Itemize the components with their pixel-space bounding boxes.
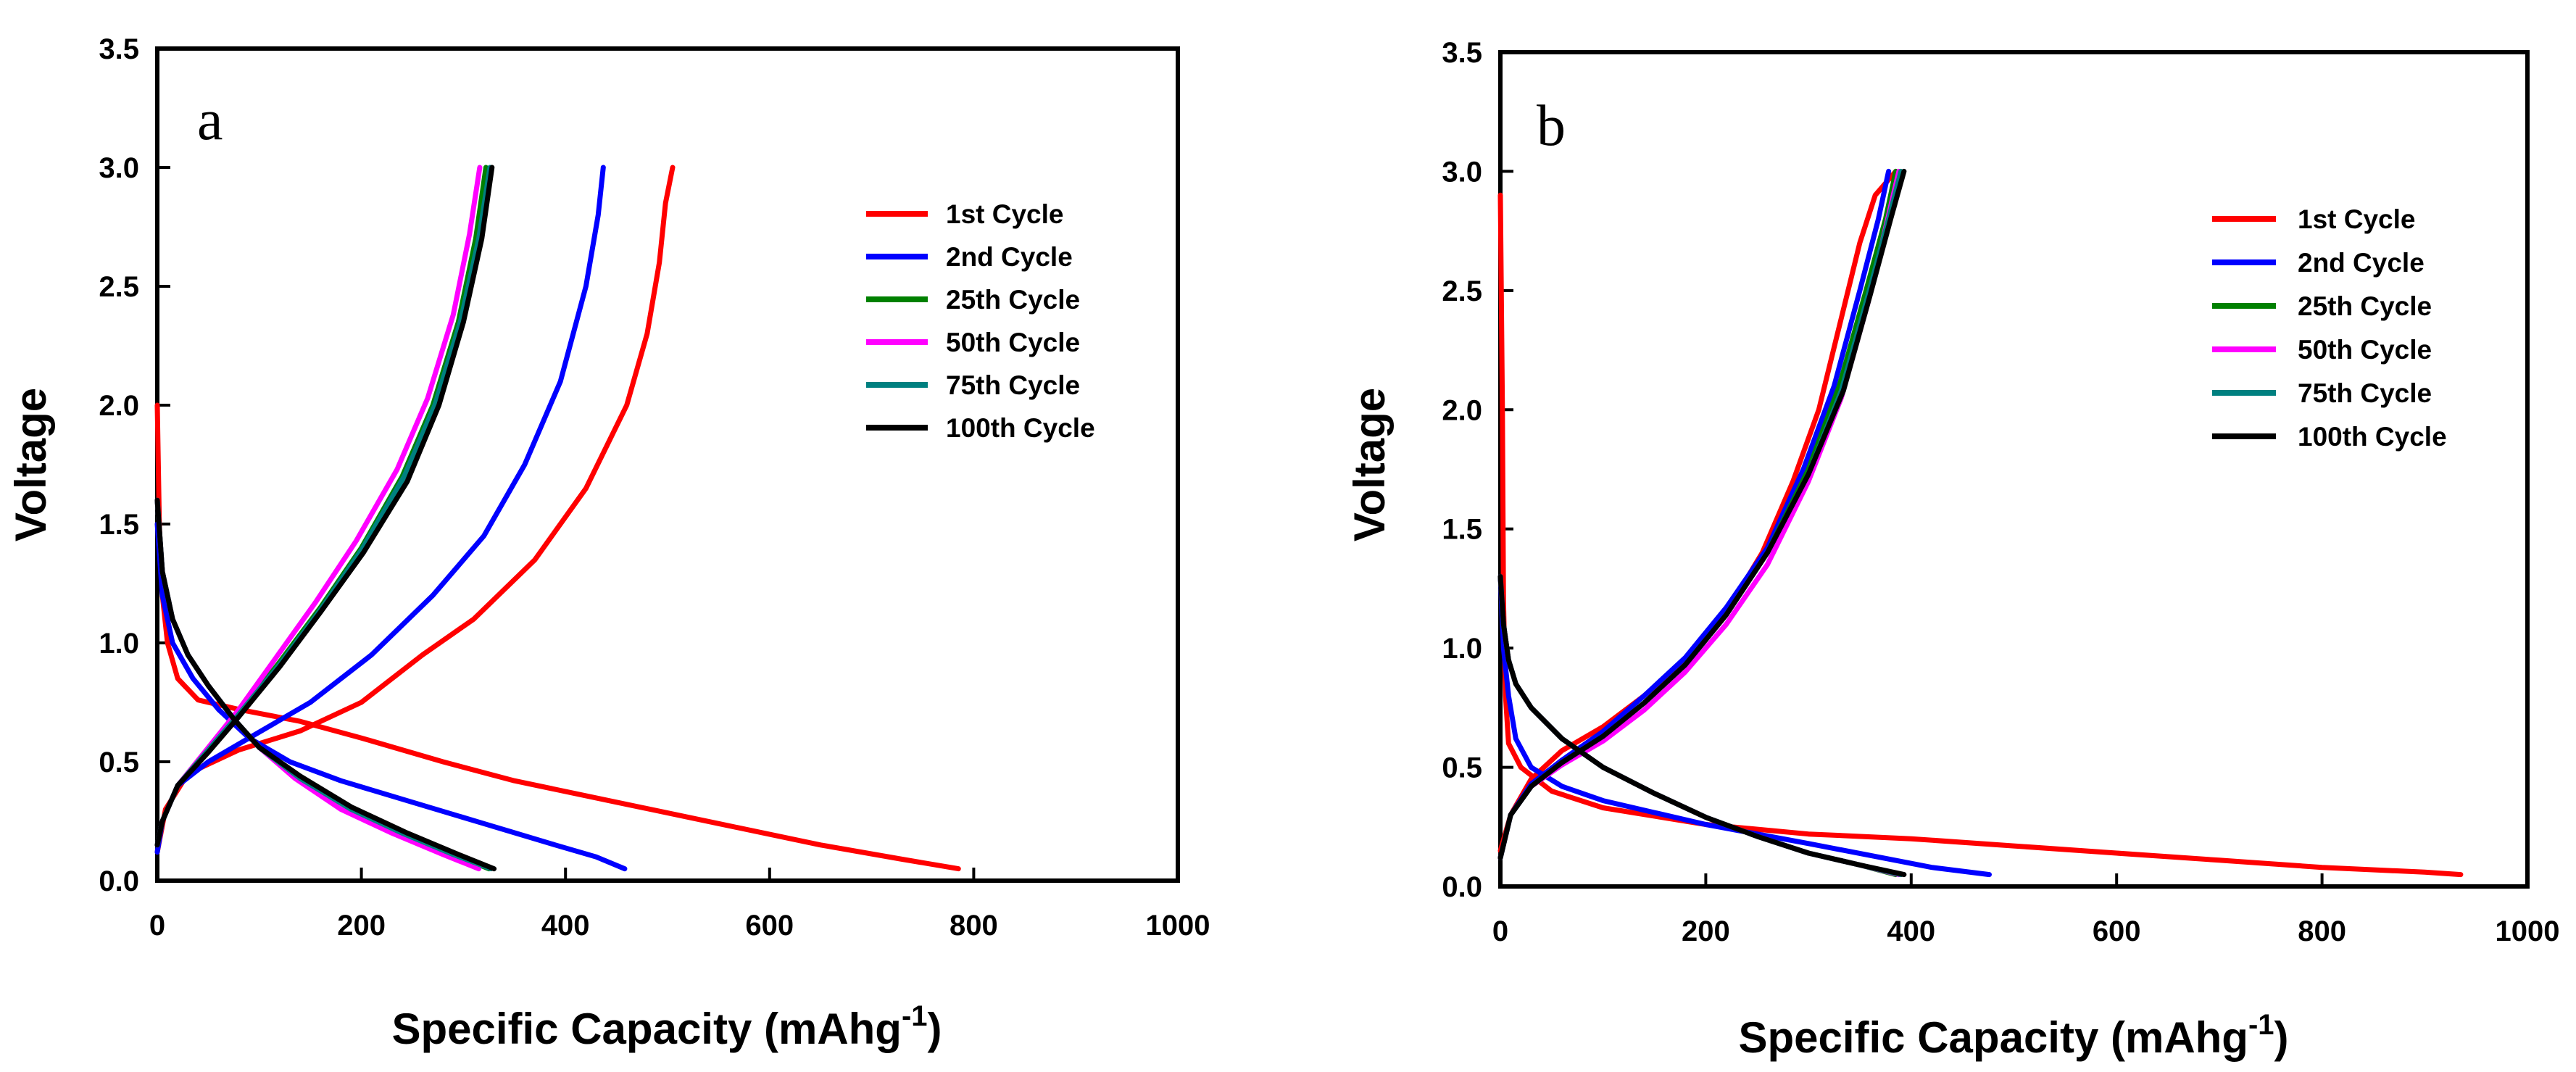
legend-label: 75th Cycle — [946, 370, 1080, 400]
legend-label: 50th Cycle — [2298, 335, 2432, 365]
x-tick-label: 200 — [1682, 915, 1730, 947]
x-tick-label: 1000 — [1146, 910, 1210, 942]
series-line-100th-cycle-discharge — [154, 497, 497, 872]
y-tick-label: 0.0 — [99, 865, 139, 897]
plot-lines — [1497, 168, 2464, 878]
series-line-25th-cycle-discharge — [1497, 574, 1898, 878]
x-axis-ticks: 0 200 400 600 800 1000 — [1492, 873, 2560, 947]
chart-panel-b: 0.0 0.5 1.0 1.5 2.0 2.5 3.0 3.5 0 200 400 600 800 10… — [1345, 37, 2559, 1062]
series-line-2nd-cycle-discharge — [1497, 574, 1992, 878]
legend-label: 25th Cycle — [946, 285, 1080, 315]
y-tick-label: 2.0 — [1442, 394, 1482, 426]
y-tick-label: 3.5 — [1442, 37, 1482, 69]
x-tick-label: 400 — [1887, 915, 1935, 947]
y-tick-label: 3.0 — [99, 152, 139, 184]
series-line-50th-cycle-discharge — [1497, 574, 1902, 878]
legend: 1st Cycle 2nd Cycle 25th Cycle 50th Cycle 75… — [866, 199, 1095, 443]
y-tick-label: 1.5 — [99, 509, 139, 541]
series-line-1st-cycle-discharge — [154, 402, 961, 872]
legend-label: 100th Cycle — [2298, 422, 2447, 452]
legend-label: 2nd Cycle — [2298, 248, 2425, 278]
x-axis-title: Specific Capacity (mAhg-1) — [1738, 1009, 2288, 1062]
x-axis-ticks: 0 200 400 600 800 1000 — [149, 868, 1210, 942]
series-line-25th-cycle-charge — [154, 165, 489, 848]
panel-label: b — [1537, 94, 1566, 158]
y-axis-ticks: 0.0 0.5 1.0 1.5 2.0 2.5 3.0 3.5 — [1442, 37, 1513, 903]
legend: 1st Cycle 2nd Cycle 25th Cycle 50th Cycle 75… — [2212, 204, 2447, 452]
legend-label: 50th Cycle — [946, 328, 1080, 357]
panel-label: a — [197, 88, 223, 152]
y-axis-ticks: 0.0 0.5 1.0 1.5 2.0 2.5 3.0 3.5 — [99, 33, 170, 897]
series-line-100th-cycle-discharge — [1497, 574, 1907, 878]
x-tick-label: 600 — [2093, 915, 2141, 947]
plot-frame — [1498, 50, 2530, 889]
legend-label: 75th Cycle — [2298, 378, 2432, 408]
y-axis-title: Voltage — [1345, 388, 1394, 541]
series-line-1st-cycle-charge — [1497, 168, 1898, 854]
x-tick-label: 200 — [337, 910, 386, 942]
x-tick-label: 800 — [2298, 915, 2346, 947]
series-line-75th-cycle-charge — [154, 165, 493, 848]
y-tick-label: 3.5 — [99, 33, 139, 65]
y-tick-label: 0.5 — [99, 747, 139, 778]
x-tick-label: 400 — [541, 910, 590, 942]
y-axis-title: Voltage — [7, 388, 55, 541]
legend-label: 100th Cycle — [946, 413, 1095, 443]
plot-frame — [155, 46, 1180, 883]
x-tick-label: 0 — [1492, 915, 1508, 947]
plot-lines — [154, 165, 961, 872]
y-tick-label: 2.5 — [99, 271, 139, 303]
y-tick-label: 3.0 — [1442, 156, 1482, 188]
legend-label: 1st Cycle — [946, 199, 1064, 229]
x-tick-label: 0 — [149, 910, 165, 942]
y-tick-label: 2.5 — [1442, 275, 1482, 307]
x-axis-title: Specific Capacity (mAhg-1) — [391, 1000, 942, 1053]
x-tick-label: 800 — [950, 910, 998, 942]
chart-panel-a: 0.0 0.5 1.0 1.5 2.0 2.5 3.0 3.5 0 200 400 600 800 10… — [7, 33, 1210, 1053]
legend-label: 25th Cycle — [2298, 291, 2432, 321]
x-tick-label: 1000 — [2496, 915, 2560, 947]
series-line-2nd-cycle-discharge — [154, 521, 628, 872]
legend-label: 1st Cycle — [2298, 204, 2416, 234]
series-line-100th-cycle-charge — [1497, 168, 1907, 860]
y-tick-label: 2.0 — [99, 390, 139, 422]
legend-label: 2nd Cycle — [946, 242, 1073, 272]
series-line-50th-cycle-charge — [154, 165, 483, 848]
y-tick-label: 1.5 — [1442, 514, 1482, 546]
y-tick-label: 0.5 — [1442, 752, 1482, 784]
y-tick-label: 1.0 — [1442, 633, 1482, 665]
y-tick-label: 1.0 — [99, 628, 139, 660]
series-line-100th-cycle-charge — [154, 165, 495, 848]
y-tick-label: 0.0 — [1442, 871, 1482, 903]
x-tick-label: 600 — [745, 910, 794, 942]
series-line-75th-cycle-discharge — [1497, 574, 1904, 878]
